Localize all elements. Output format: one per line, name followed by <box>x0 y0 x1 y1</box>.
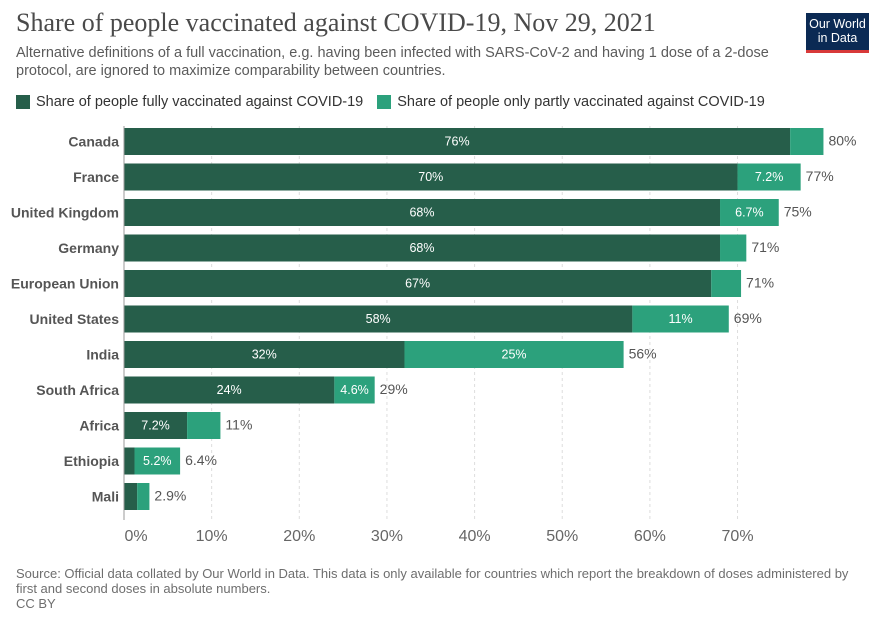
total-label: 29% <box>380 381 408 397</box>
license-note: CC BY <box>16 596 56 611</box>
bar-full <box>124 447 135 475</box>
total-label: 77% <box>806 168 834 184</box>
category-label: India <box>86 347 119 363</box>
category-label: France <box>73 169 119 185</box>
bar-value-label: 68% <box>409 241 434 255</box>
category-label: Ethiopia <box>64 453 119 469</box>
x-tick-label: 10% <box>196 528 228 545</box>
legend: Share of people fully vaccinated against… <box>16 94 779 110</box>
bar-full <box>124 163 738 191</box>
bar-full <box>124 305 633 333</box>
category-label: United Kingdom <box>11 205 119 221</box>
bar-partial <box>187 412 221 439</box>
bar-value-label: 11% <box>669 312 693 326</box>
bar-full <box>124 199 721 226</box>
bar-full <box>124 341 405 368</box>
category-label: Canada <box>68 134 119 150</box>
category-label: United States <box>30 311 120 327</box>
total-label: 80% <box>828 133 856 149</box>
total-label: 6.4% <box>185 452 217 468</box>
bar-partial <box>137 483 150 510</box>
bar-full <box>124 483 138 510</box>
bar-partial <box>334 376 375 404</box>
bar-value-label: 25% <box>502 348 527 362</box>
x-tick-label: 50% <box>546 528 578 545</box>
bar-value-label: 70% <box>418 170 443 184</box>
bar-value-label: 4.6% <box>340 383 369 397</box>
category-label: Africa <box>79 418 119 434</box>
total-label: 11% <box>225 417 252 433</box>
bar-value-label: 58% <box>366 312 391 326</box>
logo-line-2: in Data <box>817 31 858 45</box>
bar-partial <box>711 270 742 297</box>
bar-value-label: 5.2% <box>143 454 172 468</box>
chart-title: Share of people vaccinated against COVID… <box>16 8 656 37</box>
category-label: Mali <box>92 489 119 505</box>
chart-subtitle: Alternative definitions of a full vaccin… <box>16 45 769 79</box>
owid-logo[interactable]: Our World in Data <box>806 13 869 53</box>
bar-value-label: 7.2% <box>141 419 170 433</box>
total-label: 56% <box>629 346 657 362</box>
bar-partial <box>737 163 801 191</box>
legend-label-full: Share of people fully vaccinated against… <box>36 94 364 110</box>
x-tick-label: 20% <box>283 528 315 545</box>
legend-swatch-full <box>16 95 30 109</box>
bar-value-label: 68% <box>409 206 434 220</box>
x-tick-label: 70% <box>722 528 754 545</box>
logo-line-1: Our World <box>809 17 866 31</box>
bar-partial <box>790 128 824 155</box>
x-tick-label: 0% <box>124 528 147 545</box>
bar-value-label: 6.7% <box>735 206 764 220</box>
legend-item-partial[interactable]: Share of people only partly vaccinated a… <box>377 94 765 110</box>
total-label: 69% <box>734 310 762 326</box>
bar-full <box>124 270 712 297</box>
bar-value-label: 76% <box>445 135 470 149</box>
bar-partial <box>720 234 747 262</box>
total-label: 2.9% <box>154 488 186 504</box>
bar-partial <box>404 341 624 368</box>
bar-chart: Canada 76% 80% France 70% 7.2% 77% United Kingd… <box>11 126 856 545</box>
bar-full <box>124 234 721 262</box>
bar-value-label: 24% <box>217 383 242 397</box>
x-tick-label: 60% <box>634 528 666 545</box>
category-label: Germany <box>58 240 119 256</box>
total-label: 75% <box>784 204 812 220</box>
bar-full <box>124 128 791 155</box>
bar-partial <box>632 305 729 333</box>
legend-swatch-partial <box>377 95 392 109</box>
bar-full <box>124 412 188 439</box>
bar-value-label: 7.2% <box>755 170 784 184</box>
legend-item-full[interactable]: Share of people fully vaccinated against… <box>16 94 363 110</box>
source-note: Source: Official data collated by Our Wo… <box>16 566 849 596</box>
x-tick-label: 30% <box>371 528 403 545</box>
x-tick-label: 40% <box>459 528 491 545</box>
bar-partial <box>134 447 181 475</box>
bar-value-label: 32% <box>252 348 277 362</box>
total-label: 71% <box>746 275 774 291</box>
category-label: South Africa <box>36 382 119 398</box>
bar-value-label: 67% <box>405 277 430 291</box>
category-label: European Union <box>11 276 119 292</box>
bar-full <box>124 376 335 404</box>
footer: Source: Official data collated by Our Wo… <box>16 566 856 611</box>
bar-partial <box>720 199 779 226</box>
legend-label-partial: Share of people only partly vaccinated a… <box>397 94 765 110</box>
total-label: 71% <box>751 239 779 255</box>
